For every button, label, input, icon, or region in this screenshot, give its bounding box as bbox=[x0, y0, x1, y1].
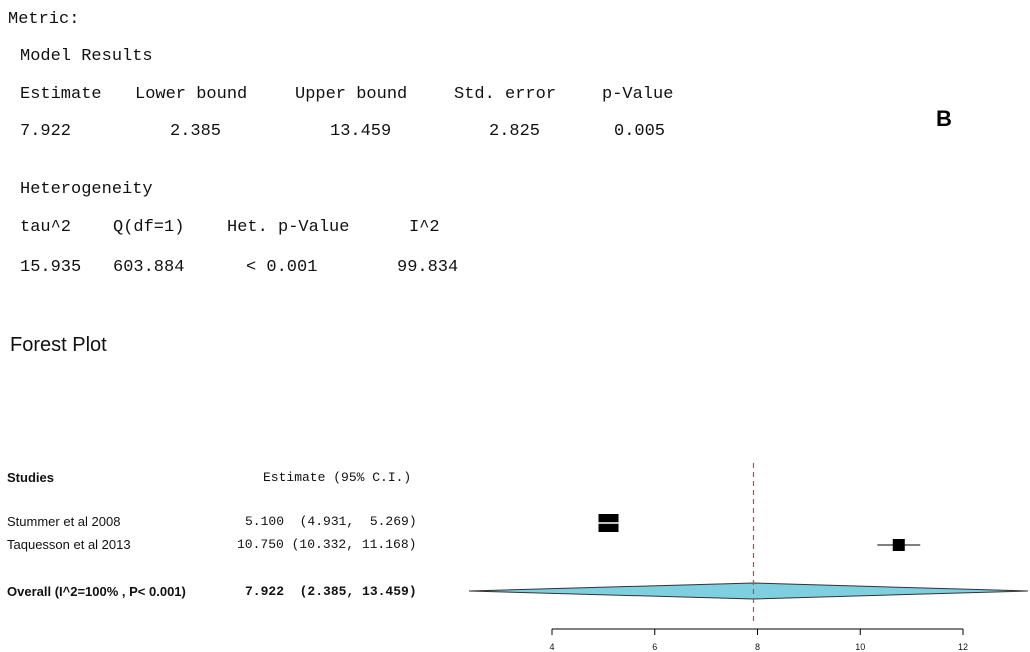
forest-plot-title: Forest Plot bbox=[10, 334, 107, 356]
model-results-value-stderr: 2.825 bbox=[489, 122, 541, 141]
model-results-header-lower: Lower bound bbox=[135, 85, 248, 104]
model-results-header-pvalue: p-Value bbox=[602, 85, 674, 104]
estimate-header: Estimate (95% C.I.) bbox=[263, 470, 412, 485]
heterogeneity-title: Heterogeneity bbox=[20, 180, 153, 199]
heterogeneity-header-tau2: tau^2 bbox=[20, 218, 72, 237]
overall-diamond bbox=[469, 582, 1029, 600]
heterogeneity-value-i2: 99.834 bbox=[397, 258, 459, 277]
heterogeneity-header-hetp: Het. p-Value bbox=[227, 218, 350, 237]
metric-label: Metric: bbox=[8, 10, 80, 29]
study-marker-1 bbox=[892, 539, 905, 551]
model-results-header-stderr: Std. error bbox=[454, 85, 557, 104]
overall-ci: 7.922 (2.385, 13.459) bbox=[245, 584, 417, 599]
model-results-title: Model Results bbox=[20, 47, 153, 66]
x-tick-label-1: 6 bbox=[652, 642, 657, 652]
x-tick-label-4: 12 bbox=[958, 642, 968, 652]
model-results-header-estimate: Estimate bbox=[20, 85, 102, 104]
heterogeneity-value-tau2: 15.935 bbox=[20, 258, 82, 277]
model-results-header-upper: Upper bound bbox=[295, 85, 408, 104]
heterogeneity-header-q: Q(df=1) bbox=[113, 218, 185, 237]
heterogeneity-value-q: 603.884 bbox=[113, 258, 185, 277]
model-results-value-upper: 13.459 bbox=[330, 122, 392, 141]
study-ci-0: 5.100 (4.931, 5.269) bbox=[245, 514, 417, 529]
overall-label: Overall (I^2=100% , P< 0.001) bbox=[7, 584, 186, 599]
heterogeneity-header-i2: I^2 bbox=[409, 218, 440, 237]
model-results-value-pvalue: 0.005 bbox=[614, 122, 666, 141]
panel-label: B bbox=[936, 106, 952, 131]
study-label-0: Stummer et al 2008 bbox=[7, 514, 121, 529]
study-ci-1: 10.750 (10.332, 11.168) bbox=[237, 537, 417, 552]
studies-header: Studies bbox=[7, 470, 54, 485]
study-label-1: Taquesson et al 2013 bbox=[7, 537, 131, 552]
x-tick-label-3: 10 bbox=[855, 642, 865, 652]
x-tick-label-2: 8 bbox=[755, 642, 760, 652]
heterogeneity-value-hetp: < 0.001 bbox=[246, 258, 318, 277]
model-results-value-lower: 2.385 bbox=[170, 122, 222, 141]
x-tick-label-0: 4 bbox=[549, 642, 554, 652]
model-results-value-estimate: 7.922 bbox=[20, 122, 72, 141]
